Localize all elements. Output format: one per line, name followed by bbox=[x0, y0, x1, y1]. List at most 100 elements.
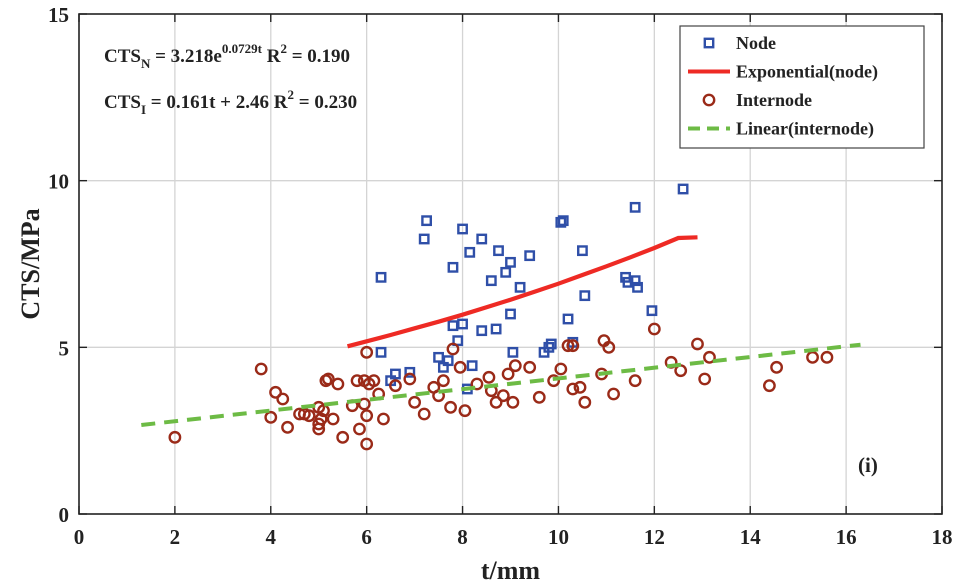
legend-label: Internode bbox=[736, 90, 812, 110]
internode-point bbox=[360, 409, 374, 423]
int-eq-r2val: = 0.230 bbox=[294, 92, 357, 113]
internode-point bbox=[508, 359, 522, 373]
internode-point bbox=[403, 372, 417, 386]
x-tick-label: 14 bbox=[740, 525, 762, 549]
internode-point bbox=[453, 360, 467, 374]
int-eq-r2: R bbox=[269, 92, 288, 113]
x-tick-label: 18 bbox=[932, 525, 953, 549]
legend: Node Exponential(node) Internode Linear(int… bbox=[679, 25, 925, 149]
series-layer bbox=[141, 183, 861, 451]
legend-label: Exponential(node) bbox=[736, 62, 878, 83]
y-tick-label: 0 bbox=[59, 503, 70, 527]
y-tick-label: 15 bbox=[48, 3, 69, 27]
internode-point bbox=[573, 380, 587, 394]
internode-point bbox=[820, 350, 834, 364]
internode-point bbox=[561, 339, 575, 353]
y-axis-label: CTS/MPa bbox=[16, 208, 45, 319]
series-node bbox=[375, 183, 689, 395]
y-tick-label: 5 bbox=[59, 336, 70, 360]
node-point bbox=[418, 233, 430, 245]
internode-point bbox=[281, 420, 294, 434]
node-point bbox=[457, 223, 468, 235]
internode-equation: CTSI = 0.161t + 2.46 R2 = 0.230 bbox=[104, 87, 357, 117]
node-point bbox=[577, 245, 588, 257]
int-eq-r2exp: 2 bbox=[288, 87, 295, 102]
node-eq-r2val: = 0.190 bbox=[287, 46, 350, 67]
internode-point bbox=[377, 412, 390, 426]
internode-point bbox=[254, 362, 268, 376]
int-eq-sub: I bbox=[141, 102, 146, 117]
node-point bbox=[555, 216, 567, 228]
node-point bbox=[514, 281, 526, 293]
internode-point bbox=[532, 390, 546, 404]
linear-fit-line bbox=[141, 342, 861, 427]
node-point bbox=[442, 355, 454, 367]
internode-point bbox=[554, 362, 568, 376]
node-eq-exp: 0.0729t bbox=[222, 41, 263, 56]
internode-point bbox=[446, 342, 460, 356]
node-point bbox=[485, 275, 497, 287]
internode-point bbox=[353, 422, 366, 436]
internode-point bbox=[703, 350, 716, 364]
node-point bbox=[447, 261, 459, 273]
node-point bbox=[404, 366, 416, 378]
legend-node-marker bbox=[703, 37, 715, 49]
internode-point bbox=[326, 412, 340, 426]
internode-point bbox=[763, 379, 776, 393]
internode-point bbox=[417, 407, 431, 421]
plot-border bbox=[78, 13, 943, 515]
legend-item: Exponential(node) bbox=[688, 62, 878, 83]
axis-ticks: 0 2 4 6 8 10 12 14 16 18 0 5 10 15 bbox=[48, 3, 953, 549]
int-eq-lhs: CTS bbox=[104, 92, 141, 113]
internode-point bbox=[482, 370, 496, 384]
internode-point bbox=[501, 367, 515, 381]
node-point bbox=[421, 215, 432, 227]
series-internode bbox=[168, 322, 834, 451]
internode-point bbox=[360, 345, 374, 359]
node-point bbox=[632, 281, 643, 293]
legend-item: Linear(internode) bbox=[688, 119, 874, 140]
internode-point bbox=[168, 430, 182, 444]
node-point bbox=[375, 271, 387, 283]
x-tick-label: 6 bbox=[361, 525, 372, 549]
x-tick-label: 16 bbox=[836, 525, 857, 549]
node-point bbox=[579, 290, 591, 302]
internode-point bbox=[806, 350, 819, 364]
legend-label: Node bbox=[736, 33, 776, 53]
internode-point bbox=[523, 360, 537, 374]
legend-label: Linear(internode) bbox=[736, 119, 874, 140]
legend-box bbox=[679, 25, 925, 149]
internode-point bbox=[496, 389, 510, 403]
internode-point bbox=[770, 360, 783, 374]
node-point bbox=[476, 233, 488, 245]
node-point bbox=[545, 338, 557, 350]
node-eq-r2exp: 2 bbox=[280, 41, 287, 56]
internode-point bbox=[698, 372, 712, 386]
node-point bbox=[447, 320, 459, 332]
node-eq-r2: R bbox=[262, 46, 281, 67]
node-eq-sub: N bbox=[141, 56, 151, 71]
legend-item: Node bbox=[703, 33, 776, 53]
internode-point bbox=[317, 404, 330, 418]
internode-point bbox=[691, 337, 704, 351]
internode-point bbox=[360, 437, 374, 451]
node-point bbox=[490, 323, 502, 335]
internode-point bbox=[547, 374, 561, 388]
internode-point bbox=[607, 387, 620, 401]
node-equation: CTSN = 3.218e0.0729t R2 = 0.190 bbox=[104, 41, 350, 71]
node-eq-mid: = 3.218e bbox=[150, 46, 222, 67]
node-point bbox=[646, 305, 658, 317]
node-point bbox=[466, 360, 478, 372]
x-tick-label: 12 bbox=[644, 525, 665, 549]
internode-point bbox=[336, 430, 350, 444]
x-tick-label: 2 bbox=[170, 525, 181, 549]
internode-point bbox=[470, 377, 484, 391]
node-point bbox=[629, 275, 641, 287]
x-axis-label: t/mm bbox=[481, 556, 541, 582]
internode-point bbox=[264, 410, 278, 424]
x-tick-label: 10 bbox=[548, 525, 569, 549]
node-point bbox=[562, 313, 574, 325]
series-linear-internode- bbox=[141, 342, 861, 427]
node-eq-lhs: CTS bbox=[104, 46, 141, 67]
internode-point bbox=[602, 340, 616, 354]
